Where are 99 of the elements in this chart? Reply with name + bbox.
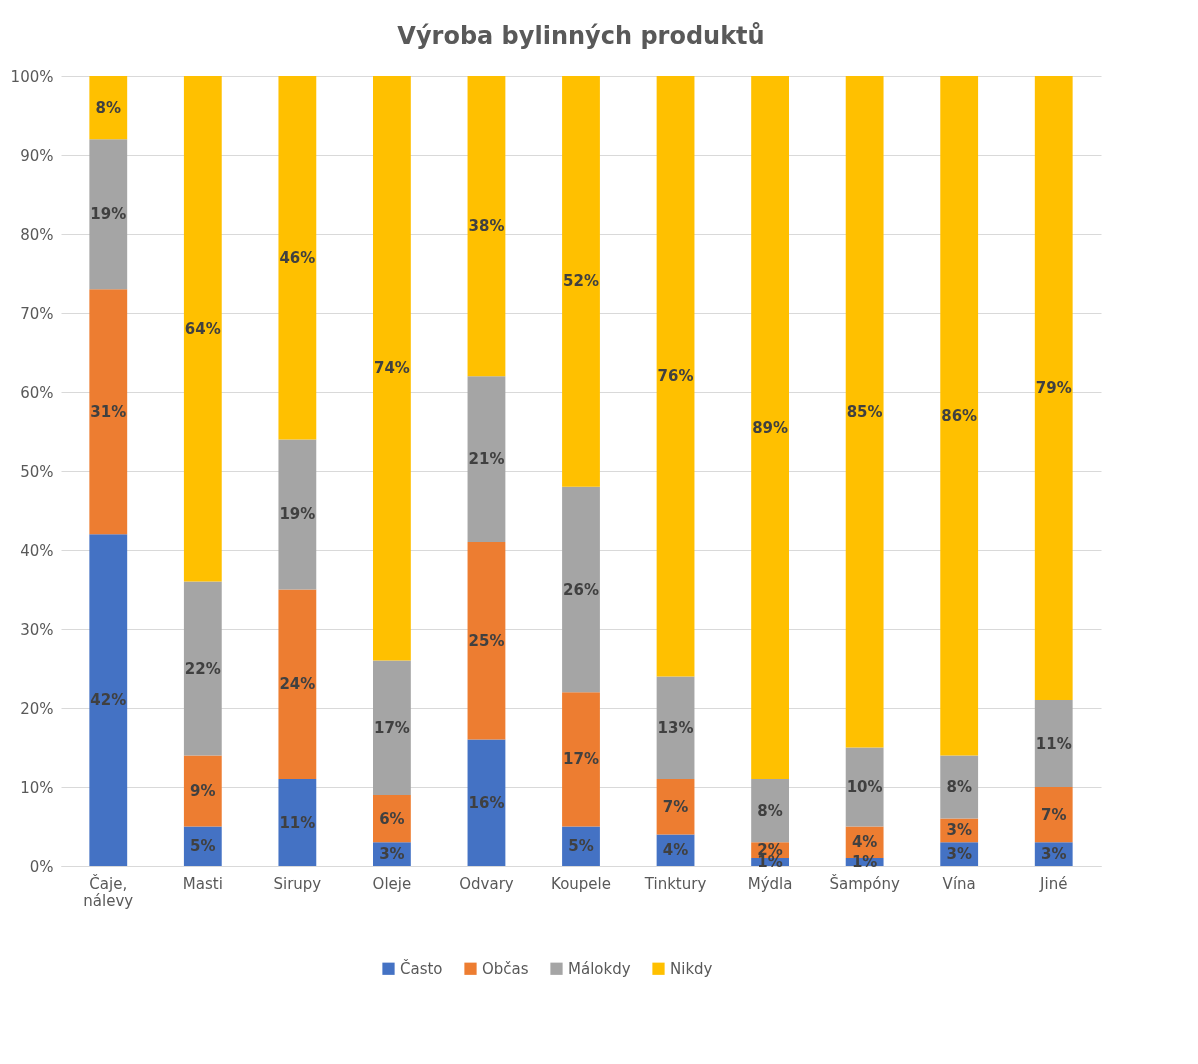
bar <box>89 289 128 535</box>
x-tick-label: Koupele <box>551 874 611 893</box>
bar <box>751 76 789 780</box>
data-label: 3% <box>946 821 972 840</box>
bar <box>373 76 411 661</box>
data-label: 3% <box>946 845 972 864</box>
bar <box>940 755 979 819</box>
data-label: 46% <box>279 248 316 267</box>
data-label: 8% <box>946 778 972 796</box>
data-label: 5% <box>568 837 594 856</box>
legend-label: Nikdy <box>670 959 713 978</box>
bar <box>373 660 411 795</box>
y-tick-label: 10% <box>20 778 54 797</box>
x-tick-label: Čaje, nálevy <box>83 873 134 910</box>
data-label: 85% <box>846 402 883 421</box>
x-tick-label: Šampóny <box>829 873 900 893</box>
data-label: 11% <box>279 813 316 832</box>
data-label: 8% <box>95 98 122 117</box>
data-label: 9% <box>190 781 216 800</box>
bar <box>89 139 128 290</box>
data-label: 24% <box>279 675 316 694</box>
data-label: 3% <box>379 845 405 864</box>
x-tick-label: Odvary <box>459 874 514 893</box>
x-tick-label: Tinktury <box>643 874 707 893</box>
data-label: 26% <box>563 580 599 599</box>
bar <box>562 486 600 693</box>
x-tick-label: Oleje <box>372 874 412 893</box>
data-label: 19% <box>279 505 316 524</box>
bar <box>1034 76 1073 701</box>
bar <box>467 739 506 866</box>
data-label: 7% <box>662 797 689 816</box>
bar <box>278 76 317 440</box>
data-label: 19% <box>90 205 127 224</box>
data-label: 5% <box>190 837 216 856</box>
bar <box>183 581 222 756</box>
bar <box>656 76 695 677</box>
data-label: 22% <box>184 659 221 678</box>
bar <box>278 779 317 866</box>
data-label: 7% <box>1040 805 1067 824</box>
data-label: 21% <box>468 450 505 469</box>
data-label: 52% <box>563 272 599 291</box>
bar <box>656 676 695 780</box>
data-label: 79% <box>1035 379 1072 398</box>
data-label: 38% <box>468 217 505 236</box>
bar <box>278 439 317 590</box>
y-tick-label: 90% <box>20 146 54 165</box>
data-label: 89% <box>752 418 789 437</box>
data-label: 74% <box>373 359 410 378</box>
data-label: 4% <box>851 833 878 852</box>
bar <box>467 76 506 377</box>
data-label: 42% <box>90 691 127 710</box>
bar <box>562 692 600 827</box>
y-tick-label: 20% <box>20 699 54 718</box>
data-label: 86% <box>941 406 978 425</box>
y-tick-label: 0% <box>29 857 54 876</box>
data-label: 25% <box>468 631 505 650</box>
data-label: 11% <box>1035 734 1072 753</box>
y-tick-label: 60% <box>20 383 54 402</box>
legend-label: Málokdy <box>568 959 631 978</box>
chart-title: Výroba bylinných produktů <box>397 22 765 50</box>
y-tick-label: 70% <box>20 304 54 323</box>
bar <box>467 376 506 543</box>
legend-label: Občas <box>482 959 529 978</box>
y-tick-label: 40% <box>20 541 54 560</box>
data-label: 4% <box>662 841 689 860</box>
bar <box>845 76 884 748</box>
bar <box>845 747 884 827</box>
x-tick-label: Mýdla <box>747 874 793 893</box>
y-tick-label: 100% <box>10 67 54 86</box>
bar <box>1034 787 1073 843</box>
bar <box>278 589 317 780</box>
data-label: 31% <box>90 402 127 421</box>
bar <box>89 534 128 866</box>
x-tick-label: Masti <box>182 874 223 893</box>
data-label: 17% <box>563 750 599 769</box>
bar <box>89 76 128 140</box>
x-tick-label: Vína <box>942 874 976 893</box>
bar <box>751 779 789 843</box>
bar <box>183 755 222 827</box>
bar <box>940 76 979 756</box>
data-label: 16% <box>468 793 505 812</box>
x-tick-label: Sirupy <box>273 874 322 893</box>
data-label: 17% <box>373 718 410 737</box>
x-tick-label: Jiné <box>1039 874 1068 893</box>
bar <box>467 542 506 740</box>
y-tick-label: 80% <box>20 225 54 244</box>
bar <box>1034 700 1073 787</box>
data-label: 13% <box>657 718 694 737</box>
data-label: 8% <box>757 801 783 820</box>
legend-label: Často <box>400 958 443 978</box>
data-label: 76% <box>657 367 694 386</box>
bar <box>562 76 600 487</box>
y-tick-label: 30% <box>20 620 54 639</box>
data-label: 3% <box>1040 845 1067 864</box>
bar <box>183 76 222 582</box>
data-label: 10% <box>846 778 883 796</box>
y-tick-label: 50% <box>20 462 54 481</box>
data-label: 6% <box>379 809 405 828</box>
data-label: 64% <box>184 319 221 338</box>
